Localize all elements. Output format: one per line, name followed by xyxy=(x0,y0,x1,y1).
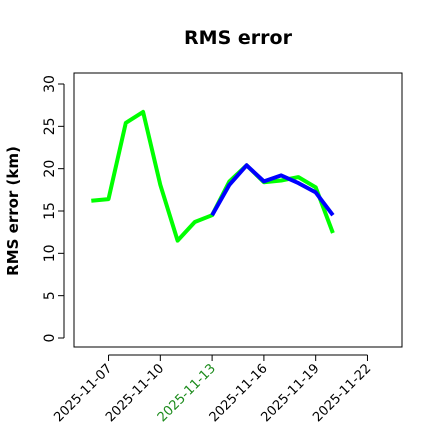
series-line-blue xyxy=(210,163,335,217)
y-tick-label: 20 xyxy=(42,160,58,178)
y-tick-label: 10 xyxy=(42,244,58,262)
x-axis: 2025-11-072025-11-102025-11-132025-11-16… xyxy=(51,354,374,425)
y-tick-label: 25 xyxy=(42,117,58,135)
y-tick-label: 5 xyxy=(42,291,58,300)
y-tick-label: 30 xyxy=(42,75,58,93)
chart-title: RMS error xyxy=(184,27,293,49)
y-tick-label: 15 xyxy=(42,202,58,220)
plot-frame xyxy=(73,72,403,348)
y-axis: 0 5 10 15 20 25 30 xyxy=(42,75,65,343)
y-axis-label: RMS error (km) xyxy=(4,146,22,276)
series-line-green xyxy=(91,109,335,243)
series-layer xyxy=(91,109,335,243)
y-tick-label: 0 xyxy=(42,334,58,343)
